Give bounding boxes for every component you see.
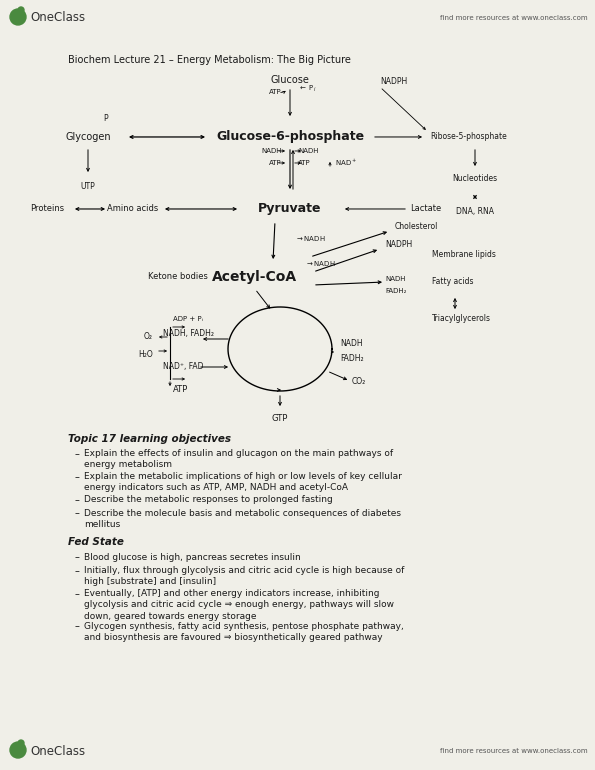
Text: Ribose-5-phosphate: Ribose-5-phosphate	[430, 132, 507, 142]
Text: GTP: GTP	[272, 413, 288, 423]
Text: NADH: NADH	[340, 340, 362, 349]
Text: Biochem Lecture 21 – Energy Metabolism: The Big Picture: Biochem Lecture 21 – Energy Metabolism: …	[68, 55, 351, 65]
Text: ATP: ATP	[270, 160, 282, 166]
Text: Pyruvate: Pyruvate	[258, 203, 322, 216]
Circle shape	[10, 9, 26, 25]
Text: Ketone bodies: Ketone bodies	[148, 273, 208, 282]
Text: NAD$^+$: NAD$^+$	[335, 158, 357, 168]
Text: Membrane lipids: Membrane lipids	[432, 250, 496, 259]
Text: NADPH: NADPH	[385, 240, 412, 249]
Text: Lactate: Lactate	[410, 205, 441, 213]
Text: –: –	[75, 553, 80, 563]
Text: Blood glucose is high, pancreas secretes insulin: Blood glucose is high, pancreas secretes…	[84, 553, 300, 561]
Text: –: –	[75, 589, 80, 599]
Text: NADH: NADH	[385, 276, 406, 282]
Text: Triacylglycerols: Triacylglycerols	[432, 314, 491, 323]
Text: ATP: ATP	[173, 384, 188, 393]
Text: Initially, flux through glycolysis and citric acid cycle is high because of
high: Initially, flux through glycolysis and c…	[84, 566, 405, 587]
Text: Cholesterol: Cholesterol	[395, 223, 439, 232]
Text: $\rightarrow$NADH: $\rightarrow$NADH	[295, 235, 325, 243]
Text: Describe the molecule basis and metabolic consequences of diabetes
mellitus: Describe the molecule basis and metaboli…	[84, 508, 401, 529]
Text: NAD⁺, FAD: NAD⁺, FAD	[163, 363, 203, 371]
Text: O₂: O₂	[144, 333, 153, 341]
Circle shape	[18, 7, 24, 13]
Text: Fed State: Fed State	[68, 537, 124, 547]
Circle shape	[10, 742, 26, 758]
Text: –: –	[75, 621, 80, 631]
Text: NADH: NADH	[261, 148, 282, 154]
Text: Glucose-6-phosphate: Glucose-6-phosphate	[216, 130, 364, 143]
Text: –: –	[75, 472, 80, 482]
Text: UTP: UTP	[81, 182, 95, 192]
Text: Explain the effects of insulin and glucagon on the main pathways of
energy metab: Explain the effects of insulin and gluca…	[84, 449, 393, 470]
Text: Eventually, [ATP] and other energy indicators increase, inhibiting
glycolysis an: Eventually, [ATP] and other energy indic…	[84, 589, 394, 621]
Text: –: –	[75, 495, 80, 505]
Text: Proteins: Proteins	[30, 205, 64, 213]
Text: Glycogen: Glycogen	[65, 132, 111, 142]
Text: OneClass: OneClass	[30, 12, 85, 25]
Text: Amino acids: Amino acids	[107, 205, 159, 213]
Text: –: –	[75, 508, 80, 518]
Text: ATP: ATP	[270, 89, 282, 95]
Circle shape	[18, 740, 24, 746]
Text: Glycogen synthesis, fatty acid synthesis, pentose phosphate pathway,
and biosynt: Glycogen synthesis, fatty acid synthesis…	[84, 621, 404, 642]
Text: ATP: ATP	[298, 160, 311, 166]
Text: NADPH: NADPH	[380, 78, 407, 86]
Text: ADP + Pᵢ: ADP + Pᵢ	[173, 316, 203, 322]
Text: FADH₂: FADH₂	[385, 288, 406, 294]
Text: H₂O: H₂O	[138, 350, 153, 360]
Text: Explain the metabolic implications of high or low levels of key cellular
energy : Explain the metabolic implications of hi…	[84, 472, 402, 493]
Text: Nucleotides: Nucleotides	[452, 175, 497, 183]
Text: $\rightarrow$NADH: $\rightarrow$NADH	[305, 259, 336, 269]
Text: find more resources at www.oneclass.com: find more resources at www.oneclass.com	[440, 748, 588, 754]
Text: CO₂: CO₂	[352, 377, 367, 387]
Text: –: –	[75, 566, 80, 576]
Text: DNA, RNA: DNA, RNA	[456, 207, 494, 216]
Text: Glucose: Glucose	[271, 75, 309, 85]
Text: NADH: NADH	[298, 148, 318, 154]
Text: Describe the metabolic responses to prolonged fasting: Describe the metabolic responses to prol…	[84, 495, 333, 504]
Text: Acetyl-CoA: Acetyl-CoA	[212, 270, 298, 284]
Text: find more resources at www.oneclass.com: find more resources at www.oneclass.com	[440, 15, 588, 21]
Text: Fatty acids: Fatty acids	[432, 277, 474, 286]
Text: FADH₂: FADH₂	[340, 354, 364, 363]
Text: NADH, FADH₂: NADH, FADH₂	[163, 330, 214, 339]
Text: P: P	[104, 115, 108, 123]
Text: Topic 17 learning objectives: Topic 17 learning objectives	[68, 434, 231, 444]
Text: –: –	[75, 449, 80, 459]
Text: .: .	[218, 270, 222, 284]
Text: $\leftarrow$ P$_i$: $\leftarrow$ P$_i$	[298, 84, 317, 94]
Text: OneClass: OneClass	[30, 745, 85, 758]
